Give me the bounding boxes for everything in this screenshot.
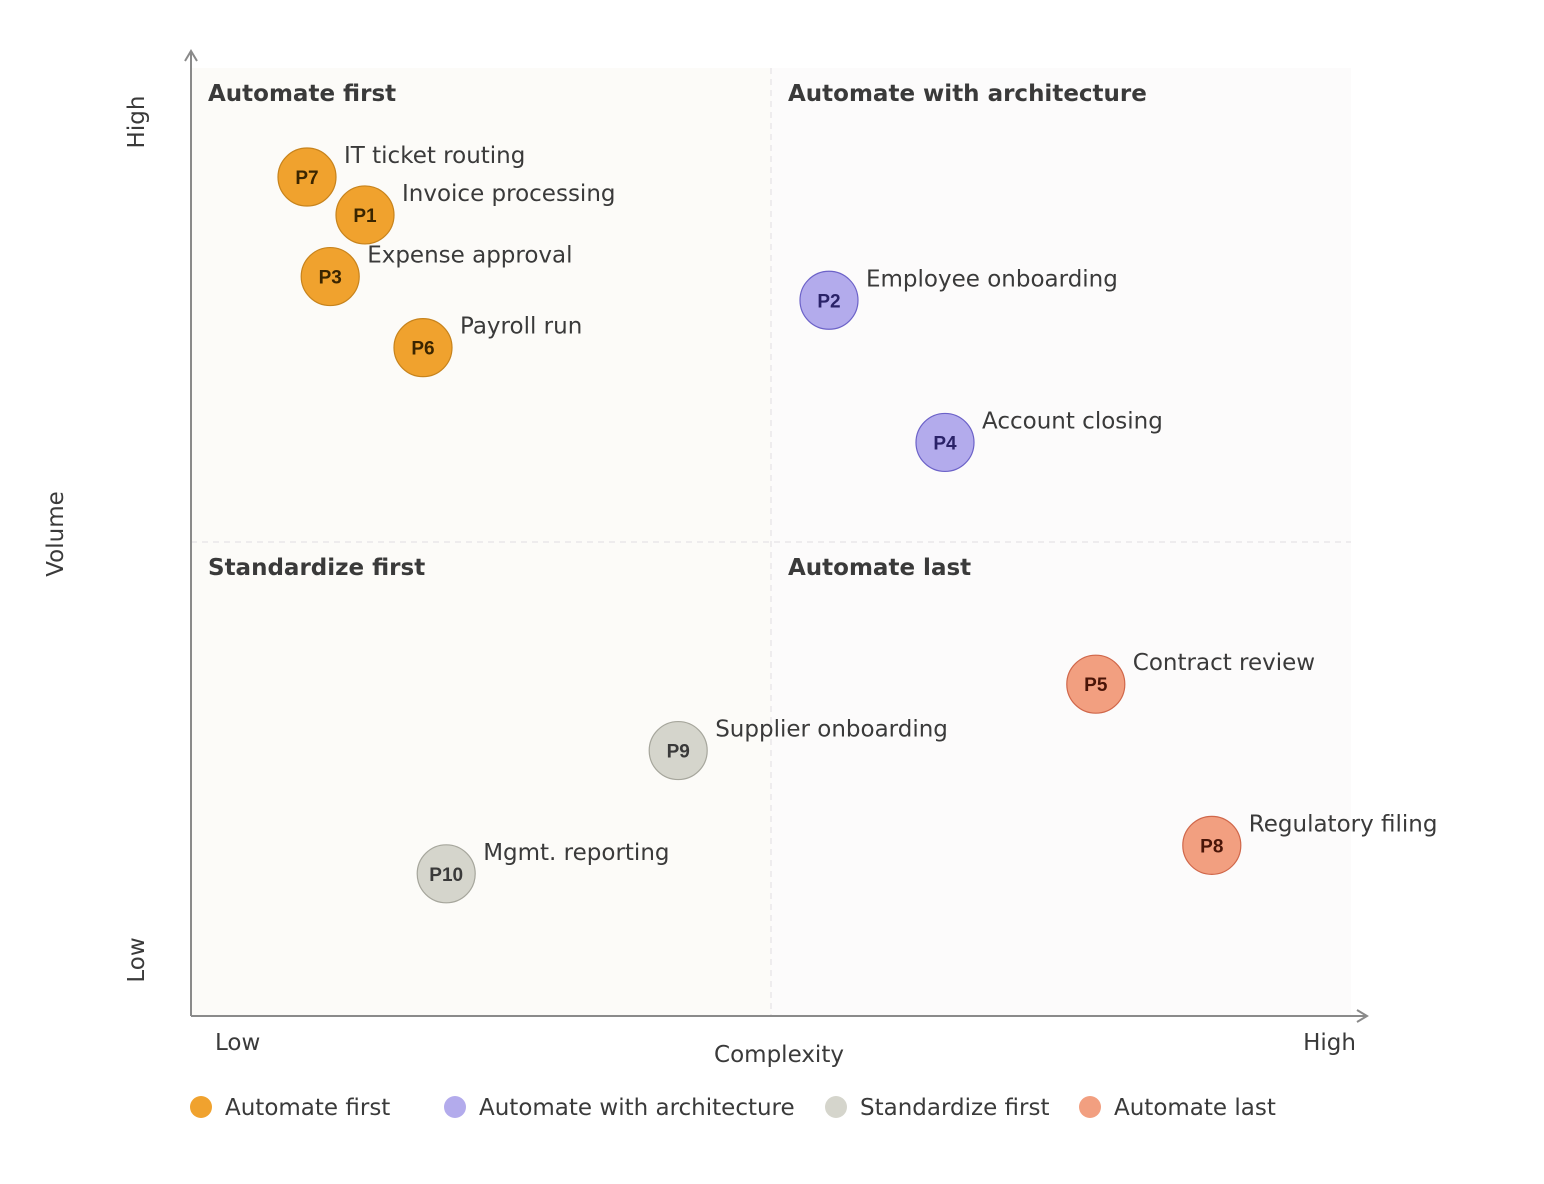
point-code: P2	[817, 291, 840, 312]
legend-label: Automate with architecture	[479, 1095, 795, 1121]
legend-item-0: Automate first	[190, 1095, 390, 1121]
point-marker[interactable]	[300, 246, 360, 307]
x-axis-label: Complexity	[714, 1042, 844, 1068]
legend-label: Automate last	[1114, 1095, 1276, 1121]
point-code: P6	[411, 339, 434, 360]
data-point-p5[interactable]: P5 Contract review	[1066, 650, 1315, 714]
point-marker[interactable]	[648, 720, 708, 781]
data-point-p1[interactable]: P1 Invoice processing	[335, 181, 616, 245]
x-axis-arrowhead	[1356, 1009, 1369, 1023]
data-point-p6[interactable]: P6 Payroll run	[393, 314, 582, 378]
point-label: Employee onboarding	[866, 266, 1118, 292]
y-tick-low: Low	[124, 937, 150, 982]
point-label: Contract review	[1133, 650, 1315, 676]
point-marker[interactable]	[393, 318, 453, 378]
point-code: P8	[1200, 836, 1223, 857]
data-point-p3[interactable]: P3 Expense approval	[300, 243, 573, 307]
point-marker[interactable]	[799, 270, 859, 330]
point-marker[interactable]	[416, 844, 476, 904]
legend: Automate first Automate with architecture…	[190, 1095, 1276, 1121]
legend-item-2: Standardize first	[825, 1095, 1050, 1121]
data-point-p2[interactable]: P2 Employee onboarding	[799, 266, 1118, 330]
point-marker[interactable]	[277, 147, 337, 207]
legend-swatch	[1079, 1096, 1101, 1118]
data-point-p8[interactable]: P8 Regulatory filing	[1182, 811, 1438, 875]
point-marker[interactable]	[915, 412, 975, 473]
point-code: P5	[1084, 675, 1108, 696]
legend-item-3: Automate last	[1079, 1095, 1276, 1121]
point-code: P7	[295, 168, 318, 189]
legend-swatch	[444, 1096, 466, 1118]
x-tick-high: High	[1303, 1030, 1356, 1056]
y-tick-high: High	[124, 96, 150, 149]
point-label: Mgmt. reporting	[483, 840, 669, 866]
legend-label: Automate first	[225, 1095, 390, 1121]
quadrant-bg-br	[771, 542, 1351, 1016]
quadrant-bg-tl	[191, 68, 771, 542]
point-label: Account closing	[982, 408, 1163, 434]
quadrant-bg-tr	[771, 68, 1351, 542]
point-label: Expense approval	[367, 243, 572, 269]
quadrant-title-tl: Automate first	[208, 81, 396, 107]
legend-swatch	[190, 1096, 212, 1118]
y-axis-label: Volume	[43, 491, 69, 577]
x-tick-low: Low	[215, 1030, 260, 1056]
data-point-p9[interactable]: P9 Supplier onboarding	[648, 717, 948, 781]
point-code: P10	[429, 865, 463, 886]
data-point-p7[interactable]: P7 IT ticket routing	[277, 143, 525, 207]
quadrant-title-br: Automate last	[788, 555, 971, 581]
point-marker[interactable]	[1066, 654, 1126, 714]
data-point-p10[interactable]: P10 Mgmt. reporting	[416, 840, 670, 904]
y-axis-arrowhead	[184, 49, 198, 62]
point-label: IT ticket routing	[344, 143, 525, 169]
point-code: P9	[667, 742, 690, 763]
legend-swatch	[825, 1096, 847, 1118]
quadrant-title-tr: Automate with architecture	[788, 81, 1147, 107]
point-code: P4	[933, 433, 957, 454]
point-label: Regulatory filing	[1249, 811, 1438, 837]
point-label: Invoice processing	[402, 181, 616, 207]
point-marker[interactable]	[335, 185, 395, 245]
point-label: Payroll run	[460, 314, 582, 340]
legend-item-1: Automate with architecture	[444, 1095, 795, 1121]
point-code: P3	[319, 268, 342, 289]
data-point-p4[interactable]: P4 Account closing	[915, 408, 1163, 473]
point-label: Supplier onboarding	[715, 717, 948, 743]
point-code: P1	[353, 206, 377, 227]
quadrant-title-bl: Standardize first	[208, 555, 425, 581]
legend-label: Standardize first	[860, 1095, 1050, 1121]
point-marker[interactable]	[1182, 815, 1242, 875]
